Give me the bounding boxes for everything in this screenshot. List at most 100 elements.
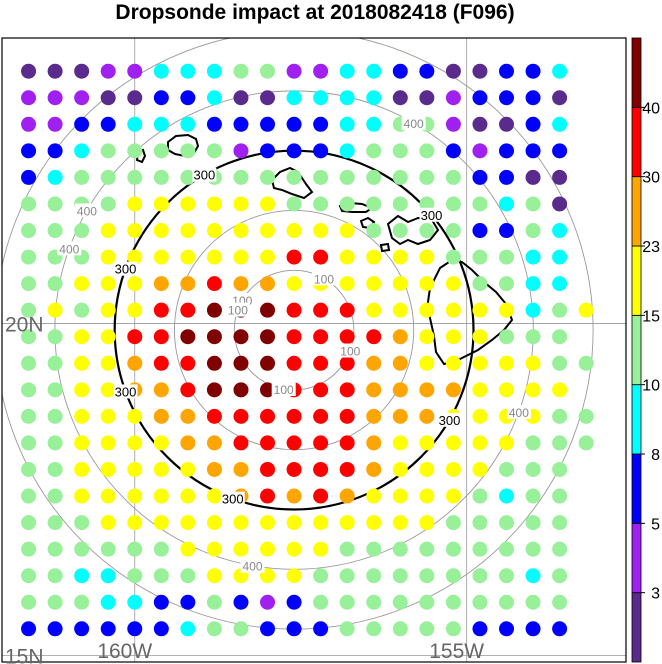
lat-lon-grid xyxy=(2,38,626,662)
dropsonde-point xyxy=(499,541,515,557)
dropsonde-point xyxy=(233,249,249,265)
dropsonde-point xyxy=(206,276,222,292)
dropsonde-point xyxy=(339,408,355,424)
dropsonde-point xyxy=(552,594,568,610)
dropsonde-point xyxy=(499,276,515,292)
dropsonde-point xyxy=(313,223,329,239)
dropsonde-point xyxy=(313,435,329,451)
dropsonde-point xyxy=(525,329,541,345)
dropsonde-point xyxy=(499,355,515,371)
colorbar-box xyxy=(631,522,642,594)
range-ring-label: 100 xyxy=(340,345,360,359)
dropsonde-point xyxy=(366,355,382,371)
dropsonde-point xyxy=(21,621,37,637)
dropsonde-point xyxy=(286,515,302,531)
dropsonde-point xyxy=(445,541,461,557)
dropsonde-point xyxy=(153,276,169,292)
dropsonde-point xyxy=(21,196,37,212)
dropsonde-point xyxy=(47,223,63,239)
colorbar-level-label: 10 xyxy=(642,378,660,395)
dropsonde-point xyxy=(419,276,435,292)
dropsonde-point xyxy=(21,355,37,371)
dropsonde-point xyxy=(552,515,568,531)
dropsonde-point xyxy=(206,223,222,239)
dropsonde-point xyxy=(392,329,408,345)
dropsonde-point xyxy=(366,541,382,557)
ring-label-background xyxy=(225,302,250,317)
dropsonde-point xyxy=(339,621,355,637)
dropsonde-point xyxy=(74,621,90,637)
dropsonde-point xyxy=(392,594,408,610)
dropsonde-point xyxy=(233,223,249,239)
dropsonde-point xyxy=(499,249,515,265)
ring-label-background xyxy=(240,558,265,573)
dropsonde-point xyxy=(100,90,116,106)
dropsonde-point xyxy=(472,63,488,79)
dropsonde-point xyxy=(286,276,302,292)
dropsonde-point xyxy=(525,223,541,239)
dropsonde-point xyxy=(525,515,541,531)
dropsonde-point xyxy=(499,196,515,212)
dropsonde-point xyxy=(286,408,302,424)
colorbar-box xyxy=(631,176,642,247)
dropsonde-point xyxy=(74,355,90,371)
range-ring-label: 300 xyxy=(222,492,244,507)
dropsonde-point xyxy=(313,249,329,265)
dropsonde-point xyxy=(392,408,408,424)
dropsonde-point xyxy=(472,169,488,185)
dropsonde-point xyxy=(74,568,90,584)
dropsonde-point xyxy=(366,63,382,79)
dropsonde-point xyxy=(392,382,408,398)
dropsonde-point xyxy=(21,435,37,451)
dropsonde-point xyxy=(552,276,568,292)
dropsonde-point xyxy=(153,63,169,79)
maui-island xyxy=(386,214,440,246)
dropsonde-point xyxy=(47,435,63,451)
dropsonde-point xyxy=(74,461,90,477)
dropsonde-point xyxy=(180,143,196,159)
dropsonde-point xyxy=(339,488,355,504)
dropsonde-point xyxy=(313,594,329,610)
dropsonde-point xyxy=(286,435,302,451)
dropsonde-point xyxy=(552,408,568,424)
dropsonde-point xyxy=(392,621,408,637)
dropsonde-point xyxy=(21,143,37,159)
dropsonde-point xyxy=(499,143,515,159)
dropsonde-point xyxy=(445,116,461,132)
chart-title: Dropsonde impact at 2018082418 (F096) xyxy=(115,1,515,24)
dropsonde-point xyxy=(366,488,382,504)
dropsonde-point xyxy=(47,302,63,318)
oahu-island xyxy=(270,166,314,200)
dropsonde-point xyxy=(552,302,568,318)
dropsonde-point xyxy=(472,249,488,265)
dropsonde-point xyxy=(47,116,63,132)
dropsonde-point xyxy=(499,621,515,637)
dropsonde-point xyxy=(180,169,196,185)
dropsonde-point xyxy=(153,329,169,345)
dropsonde-point xyxy=(206,488,222,504)
dropsonde-point xyxy=(21,249,37,265)
dropsonde-point xyxy=(47,461,63,477)
range-ring-label: 300 xyxy=(115,262,137,277)
dropsonde-point xyxy=(260,302,276,318)
kauai-island xyxy=(167,133,200,158)
dropsonde-point xyxy=(552,116,568,132)
colorbar-box xyxy=(631,245,642,316)
dropsonde-point xyxy=(100,329,116,345)
dropsonde-point xyxy=(153,355,169,371)
dropsonde-point xyxy=(127,63,143,79)
colorbar-level-label: 3 xyxy=(651,586,660,603)
dropsonde-point xyxy=(21,276,37,292)
dropsonde-point xyxy=(339,63,355,79)
dropsonde-point xyxy=(180,408,196,424)
dropsonde-point xyxy=(233,435,249,451)
dropsonde-point xyxy=(47,488,63,504)
dropsonde-point xyxy=(74,541,90,557)
dropsonde-point xyxy=(419,621,435,637)
ring-label-background xyxy=(57,241,82,256)
dropsonde-point xyxy=(206,143,222,159)
plot-background xyxy=(2,38,626,662)
dropsonde-point xyxy=(47,515,63,531)
range-ring-label: 100 xyxy=(314,272,334,286)
dropsonde-point xyxy=(525,541,541,557)
